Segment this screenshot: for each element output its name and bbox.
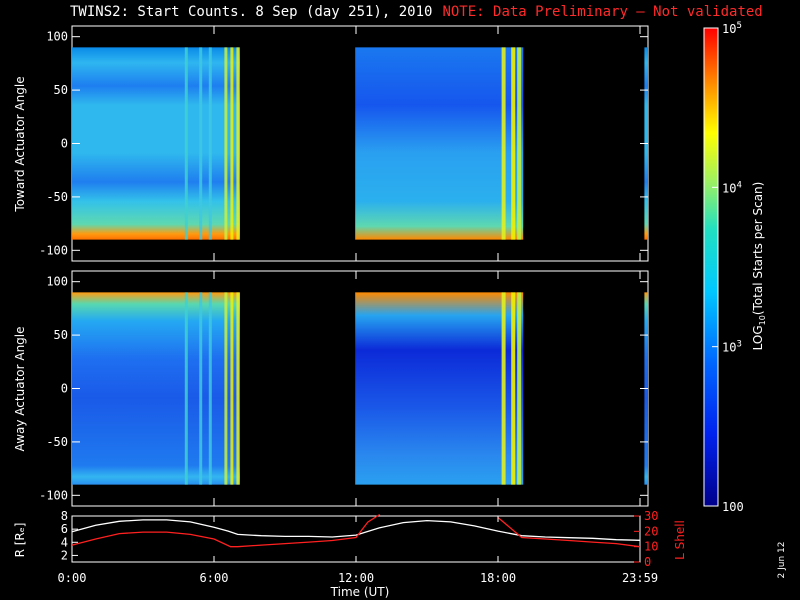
heatmap-streak: [230, 292, 234, 485]
plot-date-stamp: 2 Jun 12: [777, 542, 787, 579]
r-series-line: [71, 519, 641, 541]
orbit-left-tick-label: 4: [61, 535, 68, 549]
orbit-left-tick-label: 6: [61, 522, 68, 536]
heatmap-streak: [208, 47, 212, 240]
heatmap-streak: [501, 47, 506, 240]
colorbar: [703, 27, 719, 507]
orbit-left-tick-label: 8: [61, 509, 68, 523]
heatmap-streak: [184, 292, 188, 485]
y-tick-label: 100: [46, 30, 68, 44]
title-text: TWINS2: Start Counts. 8 Sep (day 251), 2…: [70, 4, 433, 20]
heatmap-streak: [199, 47, 203, 240]
toward-y-ticks: 100 50 0 -50 -100: [39, 30, 648, 257]
away-heatmap: [72, 292, 648, 485]
toward-ylabel: Toward Actuator Angle: [13, 76, 27, 212]
away-y-ticks: 100 50 0 -50 -100: [39, 275, 648, 502]
colorbar-tick-label: 104: [722, 180, 742, 195]
orbit-right-tick-label: 30: [644, 509, 658, 523]
toward-heatmap: [72, 47, 648, 240]
heatmap-streak: [224, 47, 228, 240]
x-tick-label: 12:00: [338, 571, 374, 585]
heatmap-streak: [199, 292, 203, 485]
y-tick-label: -100: [39, 488, 68, 502]
heatmap-segment: [355, 47, 524, 240]
y-tick-label: -100: [39, 243, 68, 257]
y-tick-label: 50: [54, 328, 68, 342]
orbit-right-tick-label: 0: [644, 555, 651, 569]
away-ylabel: Away Actuator Angle: [13, 326, 27, 451]
heatmap-segment: [355, 292, 524, 485]
x-axis-label: Time (UT): [330, 585, 390, 599]
heatmap-streak: [511, 292, 516, 485]
heatmap-streak: [208, 292, 212, 485]
heatmap-streak: [511, 47, 516, 240]
heatmap-streak: [236, 47, 240, 240]
time-x-ticks: 0:00 6:00 12:00 18:00 23:59: [58, 26, 658, 585]
orbit-right-label: L Shell: [673, 520, 687, 560]
colorbar-tick-label: 100: [722, 500, 744, 514]
preliminary-note: NOTE: Data Preliminary – Not validated: [442, 4, 763, 20]
x-tick-label: 18:00: [480, 571, 516, 585]
orbit-left-tick-label: 2: [61, 548, 68, 562]
heatmap-streak: [501, 292, 506, 485]
colorbar-ticks: 105 104 103 100: [712, 21, 744, 514]
colorbar-tick-label: 103: [722, 340, 742, 355]
chart-title: TWINS2: Start Counts. 8 Sep (day 251), 2…: [70, 4, 763, 20]
heatmap-segment: [72, 292, 240, 485]
heatmap-streak: [236, 292, 240, 485]
heatmap-streak: [184, 47, 188, 240]
heatmap-segment: [72, 47, 240, 240]
orbit-right-tick-label: 10: [644, 540, 658, 554]
y-tick-label: -50: [46, 435, 68, 449]
heatmap-streak: [517, 47, 522, 240]
y-tick-label: -50: [46, 190, 68, 204]
y-tick-label: 0: [61, 137, 68, 151]
heatmap-streak: [517, 292, 522, 485]
colorbar-label: LOG10(Total Starts per Scan): [751, 182, 767, 351]
heatmap-streak: [224, 292, 228, 485]
x-tick-label: 0:00: [58, 571, 87, 585]
y-tick-label: 0: [61, 382, 68, 396]
lshell-series-line: [71, 513, 381, 548]
heatmap-streak: [230, 47, 234, 240]
orbit-right-tick-label: 20: [644, 524, 658, 538]
lshell-series-line: [497, 517, 641, 548]
y-tick-label: 50: [54, 83, 68, 97]
y-tick-label: 100: [46, 275, 68, 289]
x-tick-label: 6:00: [200, 571, 229, 585]
orbit-left-label: R [Rₑ]: [13, 523, 27, 558]
colorbar-tick-label: 105: [722, 21, 742, 36]
x-tick-label: 23:59: [622, 571, 658, 585]
